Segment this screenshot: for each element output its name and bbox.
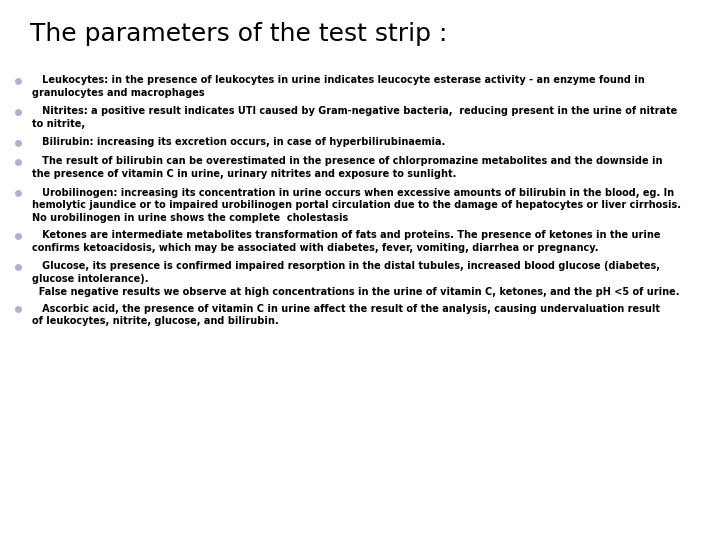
Text: Bilirubin: increasing its excretion occurs, in case of hyperbilirubinaemia.: Bilirubin: increasing its excretion occu… (32, 137, 445, 147)
Text: The result of bilirubin can be overestimated in the presence of chlorpromazine m: The result of bilirubin can be overestim… (32, 157, 662, 179)
Text: Glucose, its presence is confirmed impaired resorption in the distal tubules, in: Glucose, its presence is confirmed impai… (32, 261, 680, 296)
Text: Urobilinogen: increasing its concentration in urine occurs when excessive amount: Urobilinogen: increasing its concentrati… (32, 187, 681, 223)
Text: Ketones are intermediate metabolites transformation of fats and proteins. The pr: Ketones are intermediate metabolites tra… (32, 230, 660, 253)
Text: Ascorbic acid, the presence of vitamin C in urine affect the result of the analy: Ascorbic acid, the presence of vitamin C… (32, 303, 660, 326)
Text: Leukocytes: in the presence of leukocytes in urine indicates leucocyte esterase : Leukocytes: in the presence of leukocyte… (32, 75, 644, 98)
Text: The parameters of the test strip :: The parameters of the test strip : (30, 22, 447, 46)
Text: Nitrites: a positive result indicates UTI caused by Gram-negative bacteria,  red: Nitrites: a positive result indicates UT… (32, 106, 678, 129)
